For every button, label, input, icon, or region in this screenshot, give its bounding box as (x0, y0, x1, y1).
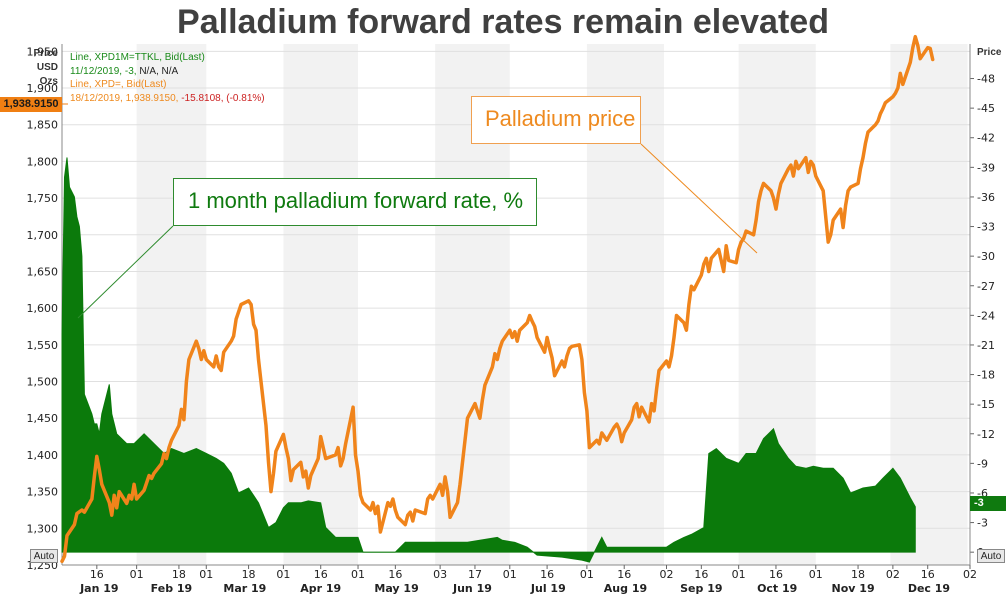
x-month-label: Sep 19 (680, 582, 722, 595)
left-tick-label: 1,350 (27, 486, 59, 499)
x-tick-label: 01 (580, 568, 594, 581)
left-tick-label: 1,500 (27, 376, 59, 389)
legend-price-last: 18/12/2019, 1,938.9150, -15.8108, (-0.81… (70, 92, 265, 106)
right-tick-label: -48 (977, 73, 995, 86)
right-tick-label: -3 (977, 517, 988, 530)
x-tick-label: 01 (809, 568, 823, 581)
left-tick-label: 1,900 (27, 82, 59, 95)
right-tick-label: -24 (977, 309, 995, 322)
left-tick-label: 1,300 (27, 522, 59, 535)
right-tick-label: -9 (977, 457, 988, 470)
x-tick-label: 01 (732, 568, 746, 581)
x-tick-label: 16 (90, 568, 104, 581)
x-month-label: Jun 19 (452, 582, 492, 595)
x-tick-label: 16 (769, 568, 783, 581)
forward-rate-annotation: 1 month palladium forward rate, % (173, 178, 537, 226)
right-tick-label: -36 (977, 191, 995, 204)
x-month-label: Feb 19 (151, 582, 193, 595)
left-tick-label: 1,750 (27, 192, 59, 205)
last-price-badge: 1,938.9150 (0, 97, 62, 112)
left-axis-title-line3: Ozs (39, 76, 58, 87)
right-tick-label: -39 (977, 161, 995, 174)
left-tick-label: 1,550 (27, 339, 59, 352)
right-tick-label: -6 (977, 487, 988, 500)
month-band (283, 44, 359, 565)
left-axis-title-line2: USD (36, 62, 58, 73)
forward-rate-area (61, 157, 916, 563)
right-tick-label: -27 (977, 280, 995, 293)
left-tick-label: 1,600 (27, 302, 59, 315)
legend-fwd-series: Line, XPD1M=TTKL, Bid(Last) (70, 52, 205, 63)
left-tick-label: 1,450 (27, 412, 59, 425)
x-month-label: Nov 19 (832, 582, 875, 595)
left-axis-title-line1: Price (33, 48, 58, 59)
x-tick-label: 01 (503, 568, 517, 581)
x-tick-label: 16 (617, 568, 631, 581)
x-tick-label: 02 (963, 568, 977, 581)
legend-price-series: Line, XPD=, Bid(Last) (70, 79, 167, 90)
price-annotation: Palladium price (471, 96, 641, 144)
last-forward-badge: -3 (970, 496, 1006, 511)
left-tick-label: 1,800 (27, 155, 59, 168)
x-tick-label: 01 (276, 568, 290, 581)
x-month-label: Jan 19 (79, 582, 118, 595)
left-tick-label: 1,650 (27, 265, 59, 278)
x-month-label: May 19 (374, 582, 418, 595)
legend-price-value: 18/12/2019, 1,938.9150, (70, 92, 179, 104)
right-tick-label: -18 (977, 369, 995, 382)
legend-fwd-value: -3, (124, 65, 137, 77)
x-tick-label: 18 (851, 568, 865, 581)
right-tick-label: -30 (977, 250, 995, 263)
left-tick-label: 1,850 (27, 119, 59, 132)
x-tick-label: 03 (433, 568, 447, 581)
x-tick-label: 18 (172, 568, 186, 581)
right-tick-label: -42 (977, 132, 995, 145)
forward-annotation-leader (77, 225, 174, 319)
x-month-label: Aug 19 (604, 582, 647, 595)
right-axis-auto-button[interactable]: Auto (977, 549, 1005, 563)
price-line (60, 34, 935, 564)
right-tick-label: -33 (977, 221, 995, 234)
x-tick-label: 16 (694, 568, 708, 581)
right-axis-title: Price (977, 47, 1002, 58)
legend-price-change: -15.8108, (-0.81%) (181, 92, 265, 104)
x-tick-label: 16 (314, 568, 328, 581)
legend-fwd-date: 11/12/2019, (70, 65, 123, 77)
right-tick-label: -12 (977, 428, 995, 441)
chart-title: Palladium forward rates remain elevated (177, 3, 829, 41)
legend-fwd-rest: N/A, N/A (139, 65, 179, 77)
x-tick-label: 16 (921, 568, 935, 581)
x-month-label: Apr 19 (300, 582, 341, 595)
month-band (890, 44, 968, 565)
left-tick-label: 1,950 (27, 45, 59, 58)
price-annotation-leader (640, 143, 758, 254)
x-tick-label: 18 (242, 568, 256, 581)
x-month-label: Mar 19 (223, 582, 266, 595)
x-tick-label: 01 (130, 568, 144, 581)
right-tick-label: -21 (977, 339, 995, 352)
left-tick-label: 1,700 (27, 229, 59, 242)
legend: Line, XPD1M=TTKL, Bid(Last) 11/12/2019, … (70, 51, 265, 105)
x-tick-label: 02 (660, 568, 674, 581)
legend-fwd-last: 11/12/2019, -3, N/A, N/A (70, 65, 265, 79)
left-axis-auto-button[interactable]: Auto (30, 549, 58, 563)
left-tick-label: 1,400 (27, 449, 59, 462)
x-tick-label: 16 (540, 568, 554, 581)
right-tick-label: -45 (977, 102, 995, 115)
left-axis-title: Price USD Ozs (20, 47, 58, 89)
x-tick-label: 01 (199, 568, 213, 581)
x-tick-label: 01 (351, 568, 365, 581)
right-tick-label: -15 (977, 398, 995, 411)
x-tick-label: 17 (468, 568, 482, 581)
x-month-label: Dec 19 (908, 582, 950, 595)
x-month-label: Oct 19 (757, 582, 797, 595)
x-tick-label: 16 (388, 568, 402, 581)
x-tick-label: 02 (886, 568, 900, 581)
x-month-label: Jul 19 (530, 582, 566, 595)
